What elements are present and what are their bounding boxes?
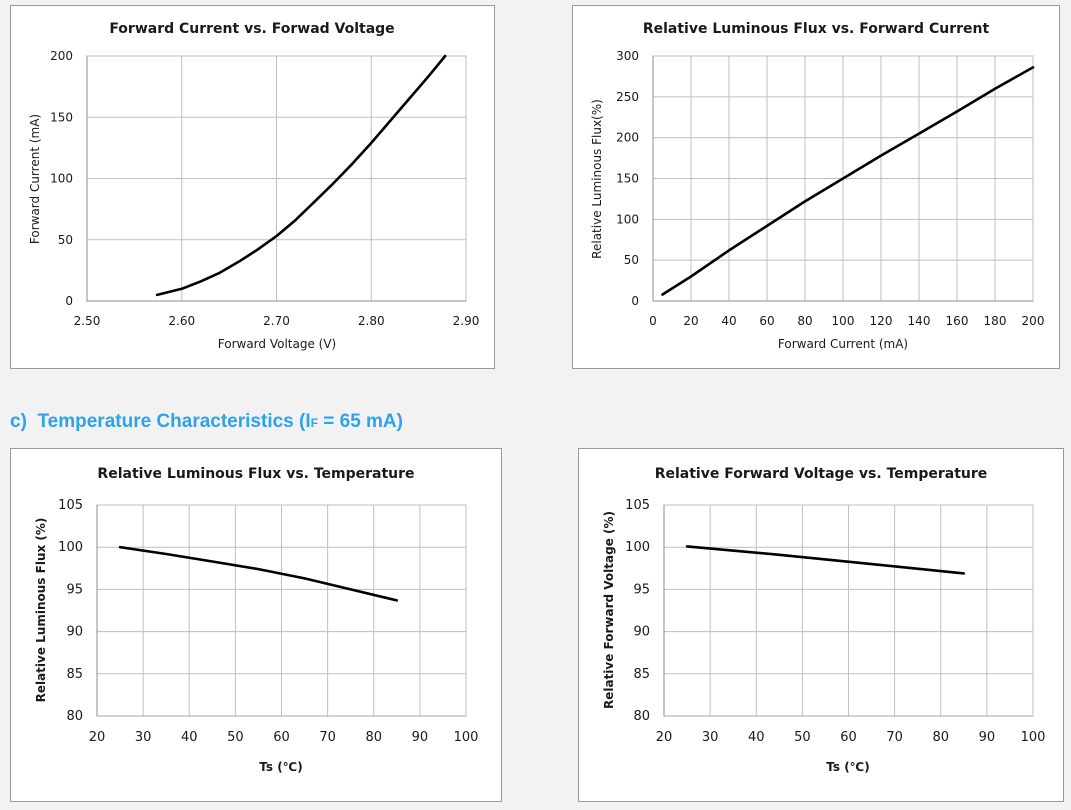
chart4-x-tick-label: 90 <box>979 730 996 745</box>
chart1-y-axis-label: Forward Current (mA) <box>28 114 42 244</box>
section-heading: c) Temperature Characteristics (IF = 65 … <box>10 411 403 433</box>
chart1-x-axis-label: Forward Voltage (V) <box>218 337 336 351</box>
chart3-x-tick-label: 20 <box>89 730 106 745</box>
chart2-series-line <box>661 66 1035 296</box>
chart-panel-4: 20 30 40 50 60 70 80 90 100 80 85 90 95 100 105 Relativ… <box>578 448 1064 802</box>
chart2-x-tick-label: 20 <box>683 314 698 328</box>
chart2-x-tick-label: 160 <box>946 314 969 328</box>
chart2-x-tick-label: 80 <box>797 314 812 328</box>
chart4-x-tick-label: 80 <box>932 730 949 745</box>
chart3-x-tick-label: 60 <box>273 730 290 745</box>
chart3-y-tick-label: 85 <box>66 667 83 682</box>
chart4-y-axis-label: Relative Forward Voltage (%) <box>602 511 616 709</box>
chart4-series-line <box>685 545 966 575</box>
chart2-y-tick-label: 200 <box>616 131 639 145</box>
chart4-y-tick-label: 105 <box>625 498 650 513</box>
chart2-y-tick-label: 100 <box>616 212 639 226</box>
section-condition-sub: F <box>310 416 318 430</box>
chart2-y-tick-label: 50 <box>624 253 639 267</box>
chart1-x-tick-label: 2.50 <box>74 314 101 328</box>
chart2-x-tick-label: 200 <box>1022 314 1045 328</box>
chart3-y-axis-label: Relative Luminous Flux (%) <box>34 518 48 703</box>
chart4-y-tick-label: 95 <box>633 582 650 597</box>
chart4-x-tick-label: 30 <box>702 730 719 745</box>
chart4-y-tick-label: 85 <box>633 667 650 682</box>
chart2-x-tick-label: 140 <box>908 314 931 328</box>
chart4-x-tick-label: 50 <box>794 730 811 745</box>
chart1-series-line <box>155 54 447 297</box>
chart-svg-3: 20 30 40 50 60 70 80 90 100 80 85 90 95 100 105 Relativ… <box>34 466 479 774</box>
section-condition-close: = 65 mA) <box>317 411 403 432</box>
chart2-x-tick-label: 180 <box>984 314 1007 328</box>
chart-svg-2: 0 20 40 60 80 100 120 140 160 180 200 0 50 100 150 200 2… <box>590 21 1045 351</box>
chart4-y-tick-label: 80 <box>633 709 650 724</box>
chart1-title: Forward Current vs. Forwad Voltage <box>109 21 394 37</box>
chart2-y-tick-label: 0 <box>631 294 639 308</box>
chart3-x-tick-label: 90 <box>412 730 429 745</box>
section-prefix: c) <box>10 411 27 432</box>
chart2-x-tick-label: 40 <box>721 314 736 328</box>
chart1-x-tick-label: 2.80 <box>358 314 385 328</box>
chart2-x-tick-label: 100 <box>832 314 855 328</box>
chart2-y-axis-label: Relative Luminous Flux(%) <box>590 99 604 259</box>
chart2-y-tick-label: 300 <box>616 49 639 63</box>
chart1-y-tick-label: 150 <box>50 110 73 124</box>
section-title: Temperature Characteristics <box>37 411 294 432</box>
chart3-x-axis-label: Ts (℃) <box>259 760 302 774</box>
chart1-y-tick-label: 200 <box>50 49 73 63</box>
chart2-title: Relative Luminous Flux vs. Forward Curre… <box>643 21 990 37</box>
chart4-x-axis-label: Ts (℃) <box>826 760 869 774</box>
chart-panel-1: 2.50 2.60 2.70 2.80 2.90 0 50 100 150 200 Forward … <box>10 5 495 369</box>
chart1-x-tick-label: 2.90 <box>453 314 480 328</box>
chart2-x-tick-label: 0 <box>649 314 657 328</box>
chart2-y-tick-label: 150 <box>616 172 639 186</box>
chart3-x-tick-label: 40 <box>181 730 198 745</box>
chart3-y-tick-label: 80 <box>66 709 83 724</box>
chart4-x-tick-label: 40 <box>748 730 765 745</box>
chart1-y-tick-label: 100 <box>50 172 73 186</box>
chart4-x-tick-label: 70 <box>886 730 903 745</box>
chart4-y-tick-label: 90 <box>633 625 650 640</box>
chart3-x-tick-label: 30 <box>135 730 152 745</box>
chart1-y-tick-label: 0 <box>65 294 73 308</box>
chart3-x-tick-label: 100 <box>454 730 479 745</box>
chart3-y-tick-label: 95 <box>66 582 83 597</box>
chart2-y-tick-label: 250 <box>616 90 639 104</box>
chart2-x-axis-label: Forward Current (mA) <box>778 337 908 351</box>
chart2-x-tick-label: 120 <box>870 314 893 328</box>
chart-svg-1: 2.50 2.60 2.70 2.80 2.90 0 50 100 150 200 Forward … <box>28 21 480 351</box>
chart4-x-tick-label: 20 <box>656 730 673 745</box>
chart3-y-tick-label: 105 <box>58 498 83 513</box>
chart3-series-line <box>118 545 399 602</box>
chart3-x-tick-label: 50 <box>227 730 244 745</box>
chart4-x-tick-label: 100 <box>1021 730 1046 745</box>
chart3-x-tick-label: 80 <box>365 730 382 745</box>
chart3-x-tick-label: 70 <box>319 730 336 745</box>
chart4-title: Relative Forward Voltage vs. Temperature <box>655 466 988 482</box>
chart2-x-tick-label: 60 <box>759 314 774 328</box>
chart1-x-tick-label: 2.70 <box>263 314 290 328</box>
section-condition-open: (I <box>299 411 311 432</box>
chart3-title: Relative Luminous Flux vs. Temperature <box>97 466 414 482</box>
chart-panel-3: 20 30 40 50 60 70 80 90 100 80 85 90 95 100 105 Relativ… <box>10 448 502 802</box>
chart4-y-tick-label: 100 <box>625 540 650 555</box>
chart1-x-tick-label: 2.60 <box>168 314 195 328</box>
chart3-y-tick-label: 100 <box>58 540 83 555</box>
chart1-y-tick-label: 50 <box>58 233 73 247</box>
chart4-x-tick-label: 60 <box>840 730 857 745</box>
chart-panel-2: 0 20 40 60 80 100 120 140 160 180 200 0 50 100 150 200 2… <box>572 5 1060 369</box>
chart3-y-tick-label: 90 <box>66 625 83 640</box>
chart-svg-4: 20 30 40 50 60 70 80 90 100 80 85 90 95 100 105 Relativ… <box>602 466 1046 774</box>
